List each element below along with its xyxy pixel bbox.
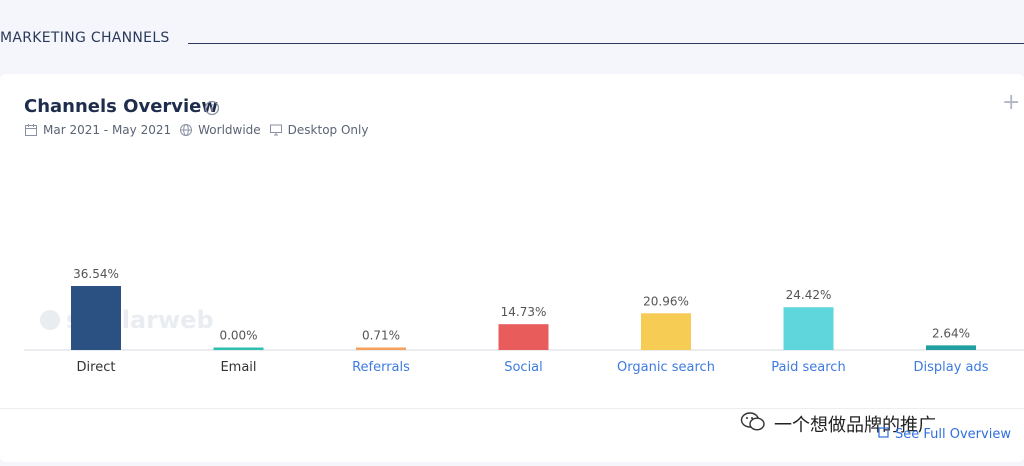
wechat-icon — [740, 411, 766, 438]
bar-value-label: 20.96% — [643, 294, 689, 308]
category-label[interactable]: Referrals — [352, 360, 410, 375]
footer-divider — [0, 408, 1024, 409]
info-icon[interactable] — [204, 100, 220, 120]
bar-paid-search[interactable] — [783, 307, 834, 350]
section-title: MARKETING CHANNELS — [0, 30, 170, 46]
external-link-icon — [878, 426, 890, 442]
see-full-overview-link[interactable]: See Full Overview — [878, 426, 1011, 442]
bar-value-label: 24.42% — [786, 288, 832, 302]
category-label[interactable]: Organic search — [617, 360, 715, 375]
bar-value-label: 14.73% — [501, 305, 547, 319]
add-icon[interactable]: + — [1002, 90, 1021, 115]
bar-email[interactable] — [213, 347, 264, 351]
similarweb-watermark: similarweb — [40, 306, 214, 334]
bar-value-label: 2.64% — [932, 326, 970, 340]
desktop-icon — [269, 123, 283, 137]
card-title: Channels Overview — [24, 96, 219, 117]
bar-direct[interactable] — [71, 286, 121, 350]
category-label: Direct — [77, 360, 116, 375]
bar-value-label: 36.54% — [73, 267, 119, 281]
bar-social[interactable] — [498, 324, 549, 350]
globe-icon — [179, 123, 193, 137]
channels-bar-chart: similarweb 36.54% Direct 0.00% Email 0.71% Re… — [24, 267, 1024, 375]
date-range: Mar 2021 - May 2021 — [43, 123, 172, 137]
device: Desktop Only — [287, 123, 369, 137]
calendar-icon — [24, 123, 38, 137]
wechat-account-name: 一个想做品牌的推广 — [774, 415, 936, 436]
category-label[interactable]: Paid search — [771, 360, 845, 375]
bar-display-ads[interactable] — [926, 345, 976, 350]
section-header: MARKETING CHANNELS — [0, 28, 1024, 52]
section-divider — [188, 43, 1024, 44]
region: Worldwide — [198, 123, 261, 137]
bar-value-label: 0.71% — [362, 329, 400, 343]
similarweb-logo-icon — [40, 310, 60, 330]
bar-value-label: 0.00% — [219, 329, 257, 343]
card-meta: Mar 2021 - May 2021 Worldwide Desktop On… — [24, 122, 368, 138]
bar-organic-search[interactable] — [641, 313, 691, 350]
see-full-overview-label: See Full Overview — [895, 426, 1011, 442]
category-label[interactable]: Display ads — [913, 360, 988, 375]
bar-referrals[interactable] — [356, 347, 406, 351]
category-label[interactable]: Social — [504, 360, 543, 375]
wechat-watermark: 一个想做品牌的推广 — [740, 410, 936, 438]
category-label: Email — [220, 360, 256, 375]
channels-overview-card: Channels Overview + Mar 2021 - May 2021 — [0, 74, 1024, 462]
